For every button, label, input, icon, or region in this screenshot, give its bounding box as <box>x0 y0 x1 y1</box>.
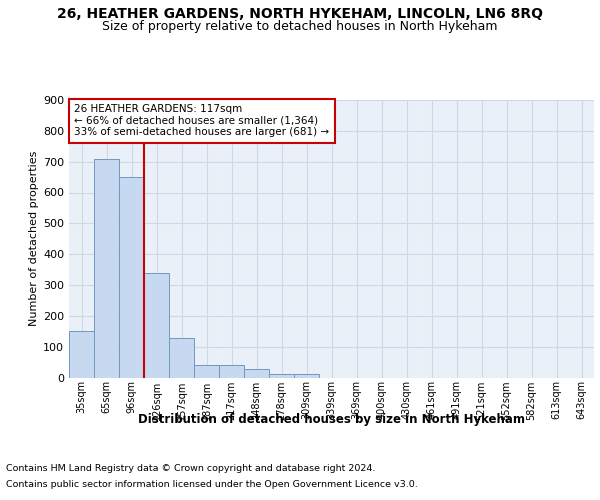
Bar <box>69 331 94 378</box>
Text: Contains public sector information licensed under the Open Government Licence v3: Contains public sector information licen… <box>6 480 418 489</box>
Text: Distribution of detached houses by size in North Hykeham: Distribution of detached houses by size … <box>139 412 526 426</box>
Bar <box>269 374 294 378</box>
Y-axis label: Number of detached properties: Number of detached properties <box>29 151 39 326</box>
Bar <box>294 374 319 378</box>
Bar <box>219 365 244 378</box>
Text: 26, HEATHER GARDENS, NORTH HYKEHAM, LINCOLN, LN6 8RQ: 26, HEATHER GARDENS, NORTH HYKEHAM, LINC… <box>57 8 543 22</box>
Bar <box>194 365 219 378</box>
Bar <box>244 369 269 378</box>
Bar <box>169 338 194 378</box>
Text: Contains HM Land Registry data © Crown copyright and database right 2024.: Contains HM Land Registry data © Crown c… <box>6 464 376 473</box>
Text: Size of property relative to detached houses in North Hykeham: Size of property relative to detached ho… <box>102 20 498 33</box>
Bar <box>94 158 119 378</box>
Bar <box>144 272 169 378</box>
Bar <box>119 177 144 378</box>
Text: 26 HEATHER GARDENS: 117sqm
← 66% of detached houses are smaller (1,364)
33% of s: 26 HEATHER GARDENS: 117sqm ← 66% of deta… <box>74 104 329 138</box>
